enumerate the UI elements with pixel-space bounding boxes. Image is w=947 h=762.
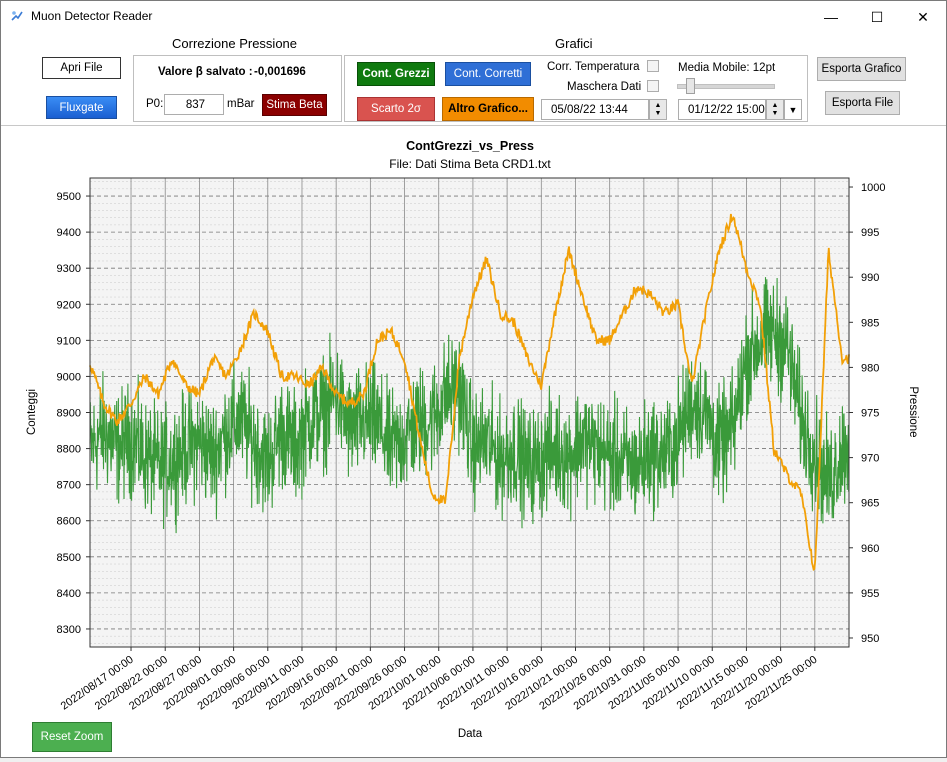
minimize-button[interactable]: — [808,1,854,33]
data-mask-label: Maschera Dati [567,81,642,93]
beta-value: -0,001696 [254,66,306,78]
y2-tick-label: 995 [861,227,879,239]
temp-corr-checkbox[interactable] [647,60,659,72]
pressure-group [133,55,342,122]
y2-tick-label: 985 [861,317,879,329]
y-tick-label: 9500 [57,191,81,203]
export-chart-button[interactable]: Esporta Grafico [817,57,906,81]
chevron-down-icon: ▼ [788,104,798,115]
maximize-icon: ☐ [870,8,884,25]
chart-title: ContGrezzi_vs_Press [406,139,534,153]
y2-tick-label: 950 [861,633,879,645]
chart-lines [89,213,850,572]
export-file-button[interactable]: Esporta File [825,91,900,115]
counts-series-line [89,277,850,534]
y2-tick-label: 990 [861,272,879,284]
beta-label: Valore β salvato : [158,66,253,78]
maximize-button[interactable]: ☐ [854,1,900,33]
y-axis-label: Conteggi [26,389,38,435]
pressure-group-title: Correzione Pressione [169,36,301,51]
corrected-counts-button[interactable]: Cont. Corretti [445,62,531,86]
close-icon: ✕ [917,8,929,25]
spin-up-icon: ▲ [654,101,662,109]
chart-svg[interactable]: ContGrezzi_vs_Press File: Dati Stima Bet… [1,126,946,757]
window-title: Muon Detector Reader [31,9,153,23]
y-tick-label: 8600 [57,516,81,528]
reset-zoom-button[interactable]: Reset Zoom [32,722,112,752]
pressure-unit-label: mBar [227,98,255,110]
minimize-icon: — [824,9,838,25]
y-tick-label: 9100 [57,335,81,347]
toolbar: Apri File Fluxgate Correzione Pressione … [1,33,946,126]
y-tick-label: 8300 [57,624,81,636]
y2-tick-label: 970 [861,453,879,465]
y-tick-label: 8700 [57,480,81,492]
x-axis-label: Data [458,728,483,740]
charts-group-title: Grafici [552,36,596,51]
fluxgate-button[interactable]: Fluxgate [46,96,117,119]
moving-average-slider[interactable] [677,77,775,95]
chart-subtitle: File: Dati Stima Beta CRD1.txt [389,157,551,171]
discard-2sigma-button[interactable]: Scarto 2σ [357,97,435,121]
y2-tick-label: 980 [861,362,879,374]
y-tick-label: 8900 [57,408,81,420]
y-tick-label: 9400 [57,227,81,239]
end-date-dropdown[interactable]: ▼ [784,99,802,120]
y-tick-label: 8800 [57,444,81,456]
title-bar[interactable]: Muon Detector Reader — ☐ ✕ [1,1,946,33]
close-button[interactable]: ✕ [900,1,946,33]
spin-down-icon: ▼ [771,109,779,117]
other-chart-button[interactable]: Altro Grafico... [442,97,534,121]
y-tick-label: 9300 [57,263,81,275]
raw-counts-button[interactable]: Cont. Grezzi [357,62,435,86]
moving-average-label: Media Mobile: 12pt [678,62,776,74]
spin-up-icon: ▲ [771,101,779,109]
app-logo-icon [11,11,23,21]
chart-area[interactable]: ContGrezzi_vs_Press File: Dati Stima Bet… [1,126,946,757]
data-mask-checkbox[interactable] [647,80,659,92]
y-tick-label: 8400 [57,588,81,600]
y2-axis-ticks: 950 955 960 965 970 975 980 985 990 995 1000 [849,182,885,645]
temp-corr-label: Corr. Temperatura [547,61,640,73]
y-tick-label: 8500 [57,552,81,564]
end-date-spinner[interactable]: ▲ ▼ [766,99,784,120]
y2-tick-label: 955 [861,588,879,600]
estimate-beta-button[interactable]: Stima Beta [262,94,327,116]
start-date-spinner[interactable]: ▲ ▼ [649,99,667,120]
y2-tick-label: 1000 [861,182,885,194]
start-date-picker[interactable]: 05/08/22 13:44 [541,99,649,120]
y2-axis-label: Pressione [907,386,919,437]
y2-tick-label: 965 [861,498,879,510]
y-tick-label: 9200 [57,299,81,311]
y2-tick-label: 975 [861,408,879,420]
open-file-button[interactable]: Apri File [42,57,121,79]
y-tick-label: 9000 [57,371,81,383]
pressure-series-line [89,213,850,572]
y-axis-ticks: 8300 8400 8500 8600 8700 8800 8900 9000 9100 9200… [57,191,90,636]
charts-group [344,55,808,122]
p0-input[interactable]: 837 [164,94,224,115]
slider-thumb[interactable] [686,78,695,94]
end-date-picker[interactable]: 01/12/22 15:00 [678,99,766,120]
spin-down-icon: ▼ [654,109,662,117]
y2-tick-label: 960 [861,543,879,555]
p0-label: P0: [146,98,164,110]
slider-track [677,84,775,89]
